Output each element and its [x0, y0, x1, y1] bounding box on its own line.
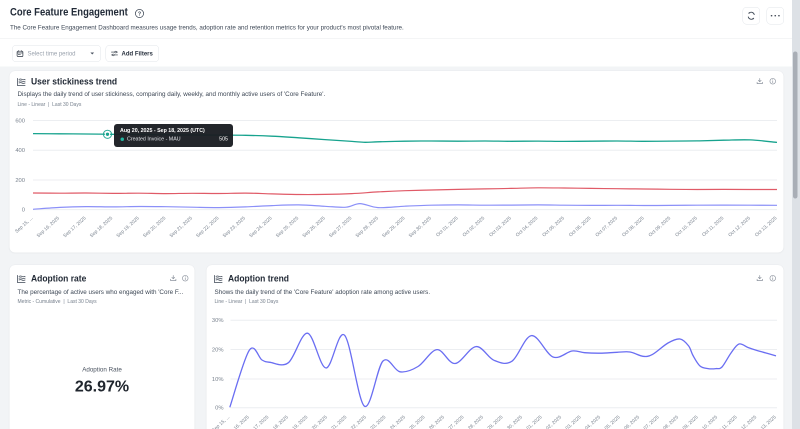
- svg-text:30%: 30%: [212, 318, 224, 324]
- svg-text:Oct 02, 2025: Oct 02, 2025: [538, 414, 563, 429]
- svg-text:Sep 22, 2025: Sep 22, 2025: [195, 215, 220, 239]
- svg-text:Oct 07, 2025: Oct 07, 2025: [594, 215, 619, 238]
- svg-text:Oct 05, 2025: Oct 05, 2025: [541, 215, 566, 238]
- svg-text:Sep 18, 2025: Sep 18, 2025: [264, 414, 289, 429]
- svg-text:Oct 08, 2025: Oct 08, 2025: [621, 215, 646, 238]
- svg-text:600: 600: [15, 118, 25, 124]
- svg-text:10%: 10%: [212, 377, 224, 383]
- svg-text:Oct 05, 2025: Oct 05, 2025: [597, 414, 622, 429]
- svg-text:Oct 09, 2025: Oct 09, 2025: [675, 414, 700, 429]
- svg-text:20%: 20%: [212, 347, 224, 353]
- svg-text:Oct 01, 2025: Oct 01, 2025: [519, 414, 544, 429]
- svg-text:Sep 17, 2025: Sep 17, 2025: [245, 414, 270, 429]
- svg-text:Sep 24, 2025: Sep 24, 2025: [382, 414, 407, 429]
- svg-text:Oct 12, 2025: Oct 12, 2025: [734, 414, 759, 429]
- svg-text:Sep 20, 2025: Sep 20, 2025: [142, 215, 167, 239]
- svg-text:Sep 19, 2025: Sep 19, 2025: [115, 215, 140, 239]
- svg-text:Oct 03, 2025: Oct 03, 2025: [488, 215, 513, 238]
- svg-text:200: 200: [15, 178, 25, 184]
- svg-text:Oct 02, 2025: Oct 02, 2025: [462, 215, 487, 238]
- svg-text:Oct 06, 2025: Oct 06, 2025: [617, 414, 642, 429]
- svg-text:Oct 10, 2025: Oct 10, 2025: [695, 414, 720, 429]
- svg-text:Sep 16, 2025: Sep 16, 2025: [225, 414, 250, 429]
- svg-text:Sep 30, 2025: Sep 30, 2025: [408, 215, 433, 239]
- svg-text:Sep 26, 2025: Sep 26, 2025: [421, 414, 446, 429]
- svg-text:Sep 27, 2025: Sep 27, 2025: [440, 414, 465, 429]
- svg-text:Oct 04, 2025: Oct 04, 2025: [577, 414, 602, 429]
- svg-text:Oct 03, 2025: Oct 03, 2025: [558, 414, 583, 429]
- svg-text:0: 0: [22, 207, 25, 213]
- svg-text:Sep 29, 2025: Sep 29, 2025: [381, 215, 406, 239]
- svg-text:Sep 27, 2025: Sep 27, 2025: [328, 215, 353, 239]
- svg-text:Sep 18, 2025: Sep 18, 2025: [89, 215, 114, 239]
- svg-text:Sep 30, 2025: Sep 30, 2025: [499, 414, 524, 429]
- svg-text:Sep 23, 2025: Sep 23, 2025: [222, 215, 247, 239]
- svg-text:Sep 22, 2025: Sep 22, 2025: [343, 414, 368, 429]
- svg-text:Sep 28, 2025: Sep 28, 2025: [355, 215, 380, 239]
- svg-text:Sep 26, 2025: Sep 26, 2025: [301, 215, 326, 239]
- svg-text:Sep 20, 2025: Sep 20, 2025: [303, 414, 328, 429]
- svg-text:Oct 06, 2025: Oct 06, 2025: [568, 215, 593, 238]
- svg-text:Oct 13, 2025: Oct 13, 2025: [753, 414, 778, 429]
- svg-text:Oct 11, 2025: Oct 11, 2025: [714, 414, 738, 429]
- svg-text:Oct 10, 2025: Oct 10, 2025: [674, 215, 699, 238]
- svg-text:Sep 17, 2025: Sep 17, 2025: [62, 215, 87, 239]
- svg-text:Sep 15, ...: Sep 15, ...: [14, 216, 34, 235]
- svg-text:Sep 25, 2025: Sep 25, 2025: [401, 414, 426, 429]
- svg-text:Oct 12, 2025: Oct 12, 2025: [727, 215, 752, 238]
- svg-text:Sep 16, 2025: Sep 16, 2025: [36, 215, 61, 239]
- svg-text:Oct 11, 2025: Oct 11, 2025: [701, 215, 725, 238]
- svg-text:Sep 29, 2025: Sep 29, 2025: [479, 414, 504, 429]
- svg-text:Oct 09, 2025: Oct 09, 2025: [648, 215, 673, 238]
- svg-text:Oct 13, 2025: Oct 13, 2025: [754, 215, 779, 238]
- svg-text:?: ?: [138, 11, 141, 17]
- svg-text:Sep 19, 2025: Sep 19, 2025: [284, 414, 309, 429]
- svg-text:Oct 07, 2025: Oct 07, 2025: [636, 414, 661, 429]
- svg-text:Sep 21, 2025: Sep 21, 2025: [323, 414, 348, 429]
- svg-text:Oct 04, 2025: Oct 04, 2025: [515, 215, 540, 238]
- svg-text:Sep 15, ...: Sep 15, ...: [211, 415, 231, 429]
- svg-text:Oct 01, 2025: Oct 01, 2025: [435, 215, 460, 238]
- svg-text:Sep 21, 2025: Sep 21, 2025: [169, 215, 194, 239]
- svg-text:Sep 24, 2025: Sep 24, 2025: [248, 215, 273, 239]
- svg-text:Oct 08, 2025: Oct 08, 2025: [656, 414, 681, 429]
- svg-text:400: 400: [15, 148, 25, 154]
- svg-text:Sep 23, 2025: Sep 23, 2025: [362, 414, 387, 429]
- svg-text:Sep 25, 2025: Sep 25, 2025: [275, 215, 300, 239]
- svg-text:Sep 28, 2025: Sep 28, 2025: [460, 414, 485, 429]
- svg-text:0%: 0%: [215, 405, 223, 411]
